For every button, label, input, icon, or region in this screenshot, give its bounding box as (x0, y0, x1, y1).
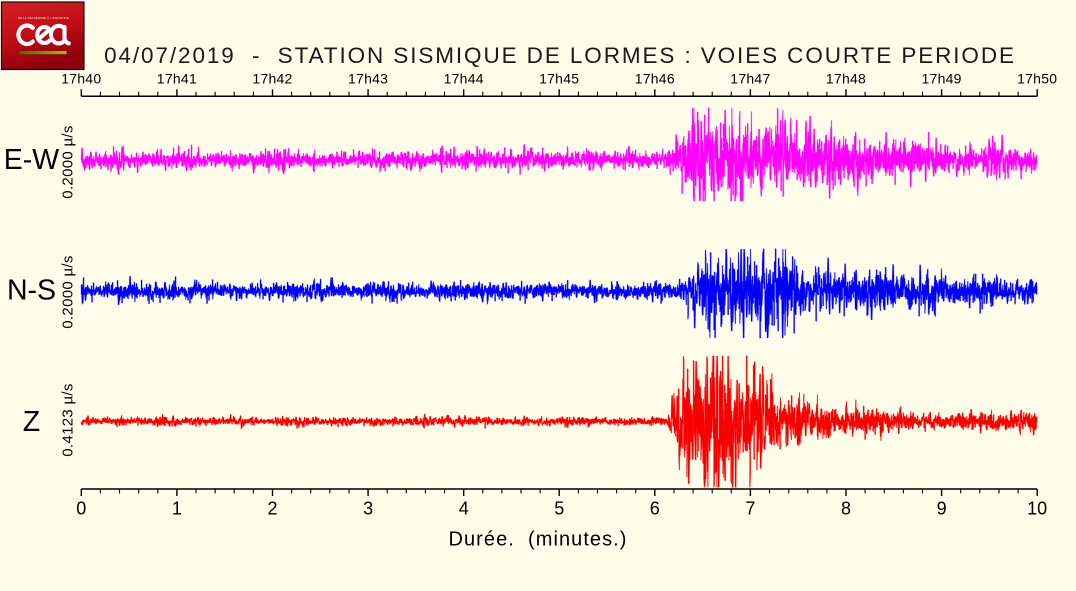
svg-text:17h40: 17h40 (61, 71, 101, 87)
svg-text:04/07/2019 - STATION SISMIQU: 04/07/2019 - STATION SISMIQUE DE LORMES … (104, 43, 1016, 68)
svg-text:DE LA RECHERCHE À L'INDUSTRIE: DE LA RECHERCHE À L'INDUSTRIE (18, 17, 69, 20)
svg-text:E-W: E-W (4, 144, 60, 176)
svg-text:17h43: 17h43 (348, 71, 388, 87)
svg-text:0.4123 µ/s: 0.4123 µ/s (60, 383, 77, 456)
svg-text:0.2000 µ/s: 0.2000 µ/s (60, 125, 77, 198)
svg-text:17h48: 17h48 (826, 71, 866, 87)
svg-text:7: 7 (745, 499, 755, 519)
svg-text:N-S: N-S (7, 274, 56, 306)
svg-text:10: 10 (1027, 499, 1047, 519)
svg-text:17h50: 17h50 (1017, 71, 1057, 87)
svg-text:17h46: 17h46 (635, 71, 675, 87)
svg-text:Z: Z (23, 406, 40, 438)
svg-text:17h45: 17h45 (539, 71, 579, 87)
svg-text:17h44: 17h44 (444, 71, 484, 87)
svg-text:3: 3 (363, 499, 373, 519)
svg-text:5: 5 (554, 499, 564, 519)
svg-text:2: 2 (267, 499, 277, 519)
svg-text:17h49: 17h49 (922, 71, 962, 87)
svg-text:9: 9 (937, 499, 947, 519)
svg-text:Durée. (minutes.): Durée. (minutes.) (449, 529, 628, 551)
svg-text:1: 1 (172, 499, 182, 519)
svg-text:0: 0 (76, 499, 86, 519)
svg-text:8: 8 (841, 499, 851, 519)
svg-text:4: 4 (459, 499, 469, 519)
svg-text:17h42: 17h42 (252, 71, 292, 87)
svg-text:17h41: 17h41 (157, 71, 197, 87)
svg-text:17h47: 17h47 (730, 71, 770, 87)
svg-text:6: 6 (650, 499, 660, 519)
svg-text:0.2000 µ/s: 0.2000 µ/s (60, 255, 77, 328)
